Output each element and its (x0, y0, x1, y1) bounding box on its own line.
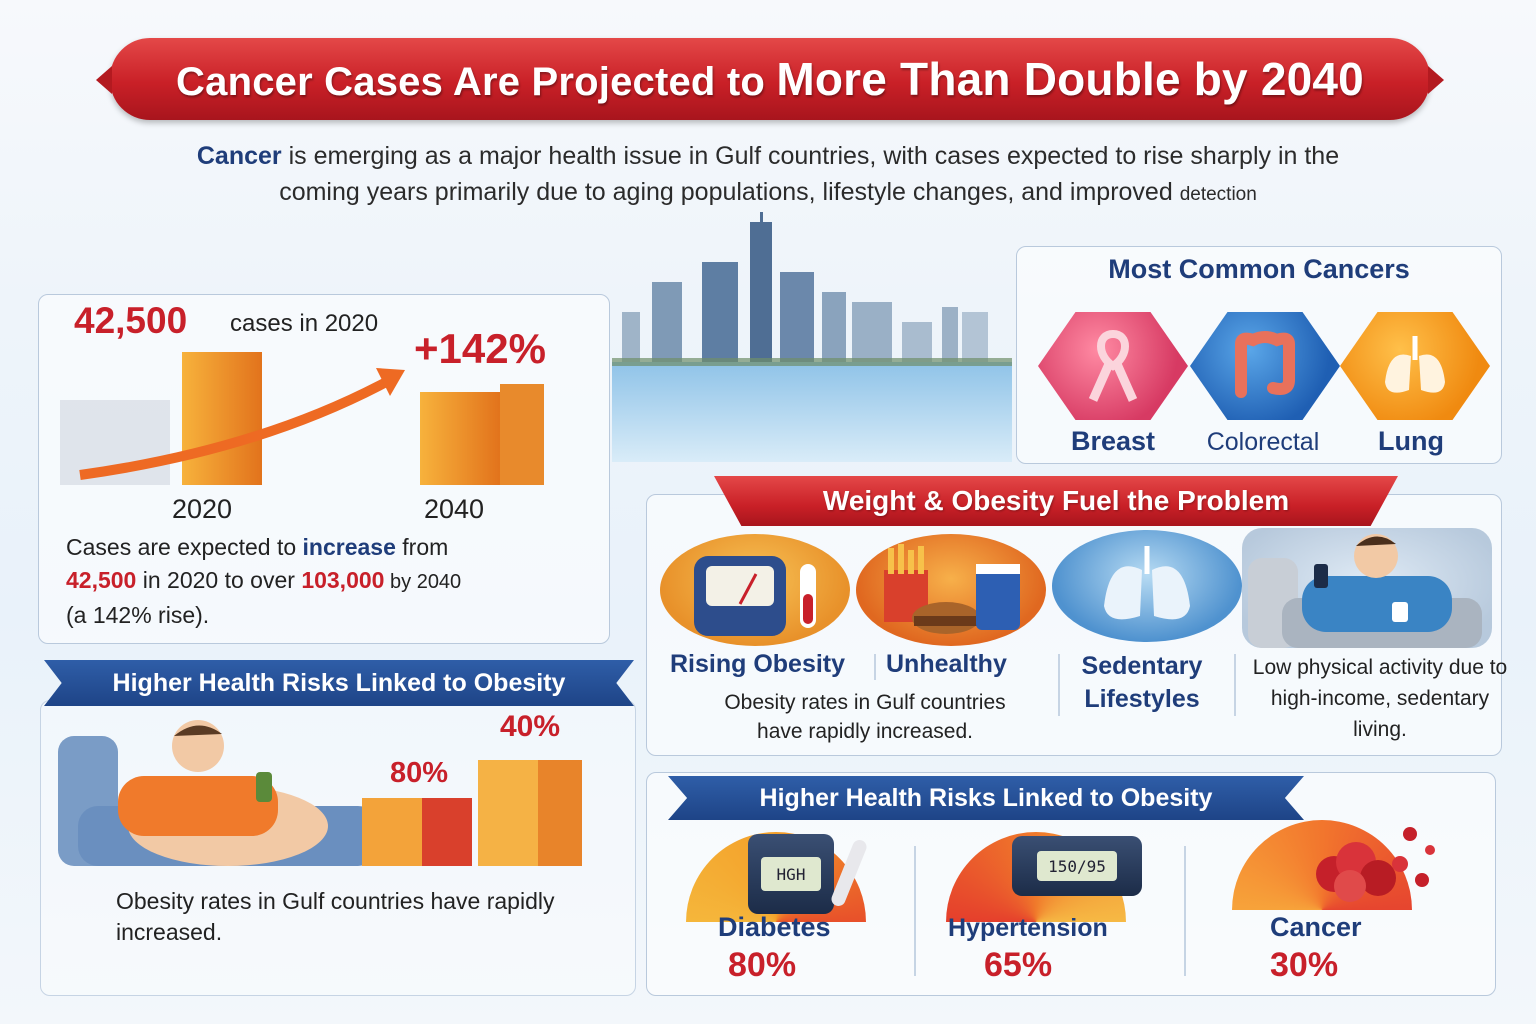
scale-icon (660, 534, 850, 646)
obesity-pct-a: 80% (390, 757, 449, 789)
obesity-left-text: Obesity rates in Gulf countries have rap… (116, 888, 555, 945)
bp-monitor-screen: 150/95 (1037, 851, 1117, 881)
tumor-cells-icon (1316, 827, 1435, 902)
cases-2020-label: cases in 2020 (230, 310, 379, 337)
breast-cancer-hex (1038, 312, 1188, 420)
title-banner: Cancer Cases Are Projected to More Than … (96, 38, 1444, 120)
colon-icon (1235, 331, 1295, 398)
weight-label-unhealthy: Unhealthy (886, 650, 1007, 678)
obesity-pct-b: 40% (500, 710, 561, 743)
person-on-couch-illustration (58, 720, 582, 866)
city-skyline-illustration (612, 212, 1012, 462)
growth-text-b: from (395, 534, 449, 560)
intro-highlight: Cancer (196, 142, 282, 170)
weight-divider-2 (1058, 654, 1060, 716)
lungs-icon (1385, 336, 1445, 393)
risk-name-cancer: Cancer (1270, 912, 1362, 942)
common-cancers-heading: Most Common Cancers (1108, 254, 1410, 284)
weight-description-1: Obesity rates in Gulf countries have rap… (724, 691, 1006, 743)
growth-bars-illustration (60, 352, 544, 485)
growth-description: Cases are expected to increase from 42,5… (66, 531, 606, 632)
weight-divider-3 (1234, 654, 1236, 716)
growth-text-e: (a 142% rise). (66, 602, 210, 628)
increase-percent: +142% (414, 325, 546, 372)
intro-text-2: coming years primarily due to aging popu… (279, 178, 1180, 206)
glucose-meter-icon: HGH (748, 834, 834, 914)
risk-pct-cancer: 30% (1270, 946, 1339, 984)
growth-text-c: in 2020 to over (136, 567, 302, 593)
risk-pct-diabetes: 80% (728, 946, 797, 984)
growth-text-d: by 2040 (384, 571, 462, 593)
page-title: Cancer Cases Are Projected to More Than … (176, 52, 1364, 106)
weight-label-rising-obesity: Rising Obesity (670, 650, 846, 678)
risk-name-hypertension: Hypertension (948, 914, 1108, 942)
weight-divider-1 (874, 654, 876, 680)
cancer-label-colorectal: Colorectal (1206, 428, 1320, 456)
weight-description-2: Low physical activity due to high-income… (1252, 656, 1508, 741)
title-year: 2040 (1260, 53, 1364, 105)
person-with-phone-icon (1242, 528, 1492, 648)
ribbon-icon (1088, 329, 1138, 402)
obesity-ribbon-right: Higher Health Risks Linked to Obesity (668, 776, 1304, 820)
blood-pressure-monitor-icon: 150/95 (1012, 836, 1142, 896)
growth-value-1: 42,500 (66, 567, 137, 593)
risk-divider-1 (914, 846, 916, 976)
colorectal-cancer-hex (1190, 312, 1340, 420)
risk-name-diabetes: Diabetes (718, 912, 831, 942)
lungs-sedentary-icon (1052, 530, 1242, 642)
weight-banner: Weight & Obesity Fuel the Problem (714, 476, 1398, 526)
cancer-label-lung: Lung (1378, 426, 1444, 456)
glucose-meter-screen: HGH (761, 857, 821, 891)
growth-value-2: 103,000 (301, 567, 385, 593)
title-part-2: More Than Double by (776, 53, 1261, 105)
year-end-label: 2040 (424, 494, 485, 524)
cases-2020-value: 42,500 (74, 300, 188, 341)
weight-label-sedentary: Sedentary Lifestyles (1081, 652, 1203, 713)
growth-increase-word: increase (302, 534, 396, 560)
title-part-1: Cancer Cases Are Projected to (176, 60, 777, 104)
growth-text-a: Cases are expected to (66, 534, 303, 560)
intro-paragraph: Cancer is emerging as a major health iss… (110, 138, 1426, 213)
intro-tail: detection (1179, 184, 1257, 205)
obesity-ribbon-left: Higher Health Risks Linked to Obesity (44, 660, 634, 706)
lung-cancer-hex (1340, 312, 1490, 420)
risk-divider-2 (1184, 846, 1186, 976)
cancer-label-breast: Breast (1070, 426, 1156, 456)
risk-pct-hypertension: 65% (984, 946, 1053, 984)
year-start-label: 2020 (172, 494, 233, 524)
intro-text-1: is emerging as a major health issue in G… (281, 142, 1340, 170)
fast-food-icon (856, 534, 1046, 646)
